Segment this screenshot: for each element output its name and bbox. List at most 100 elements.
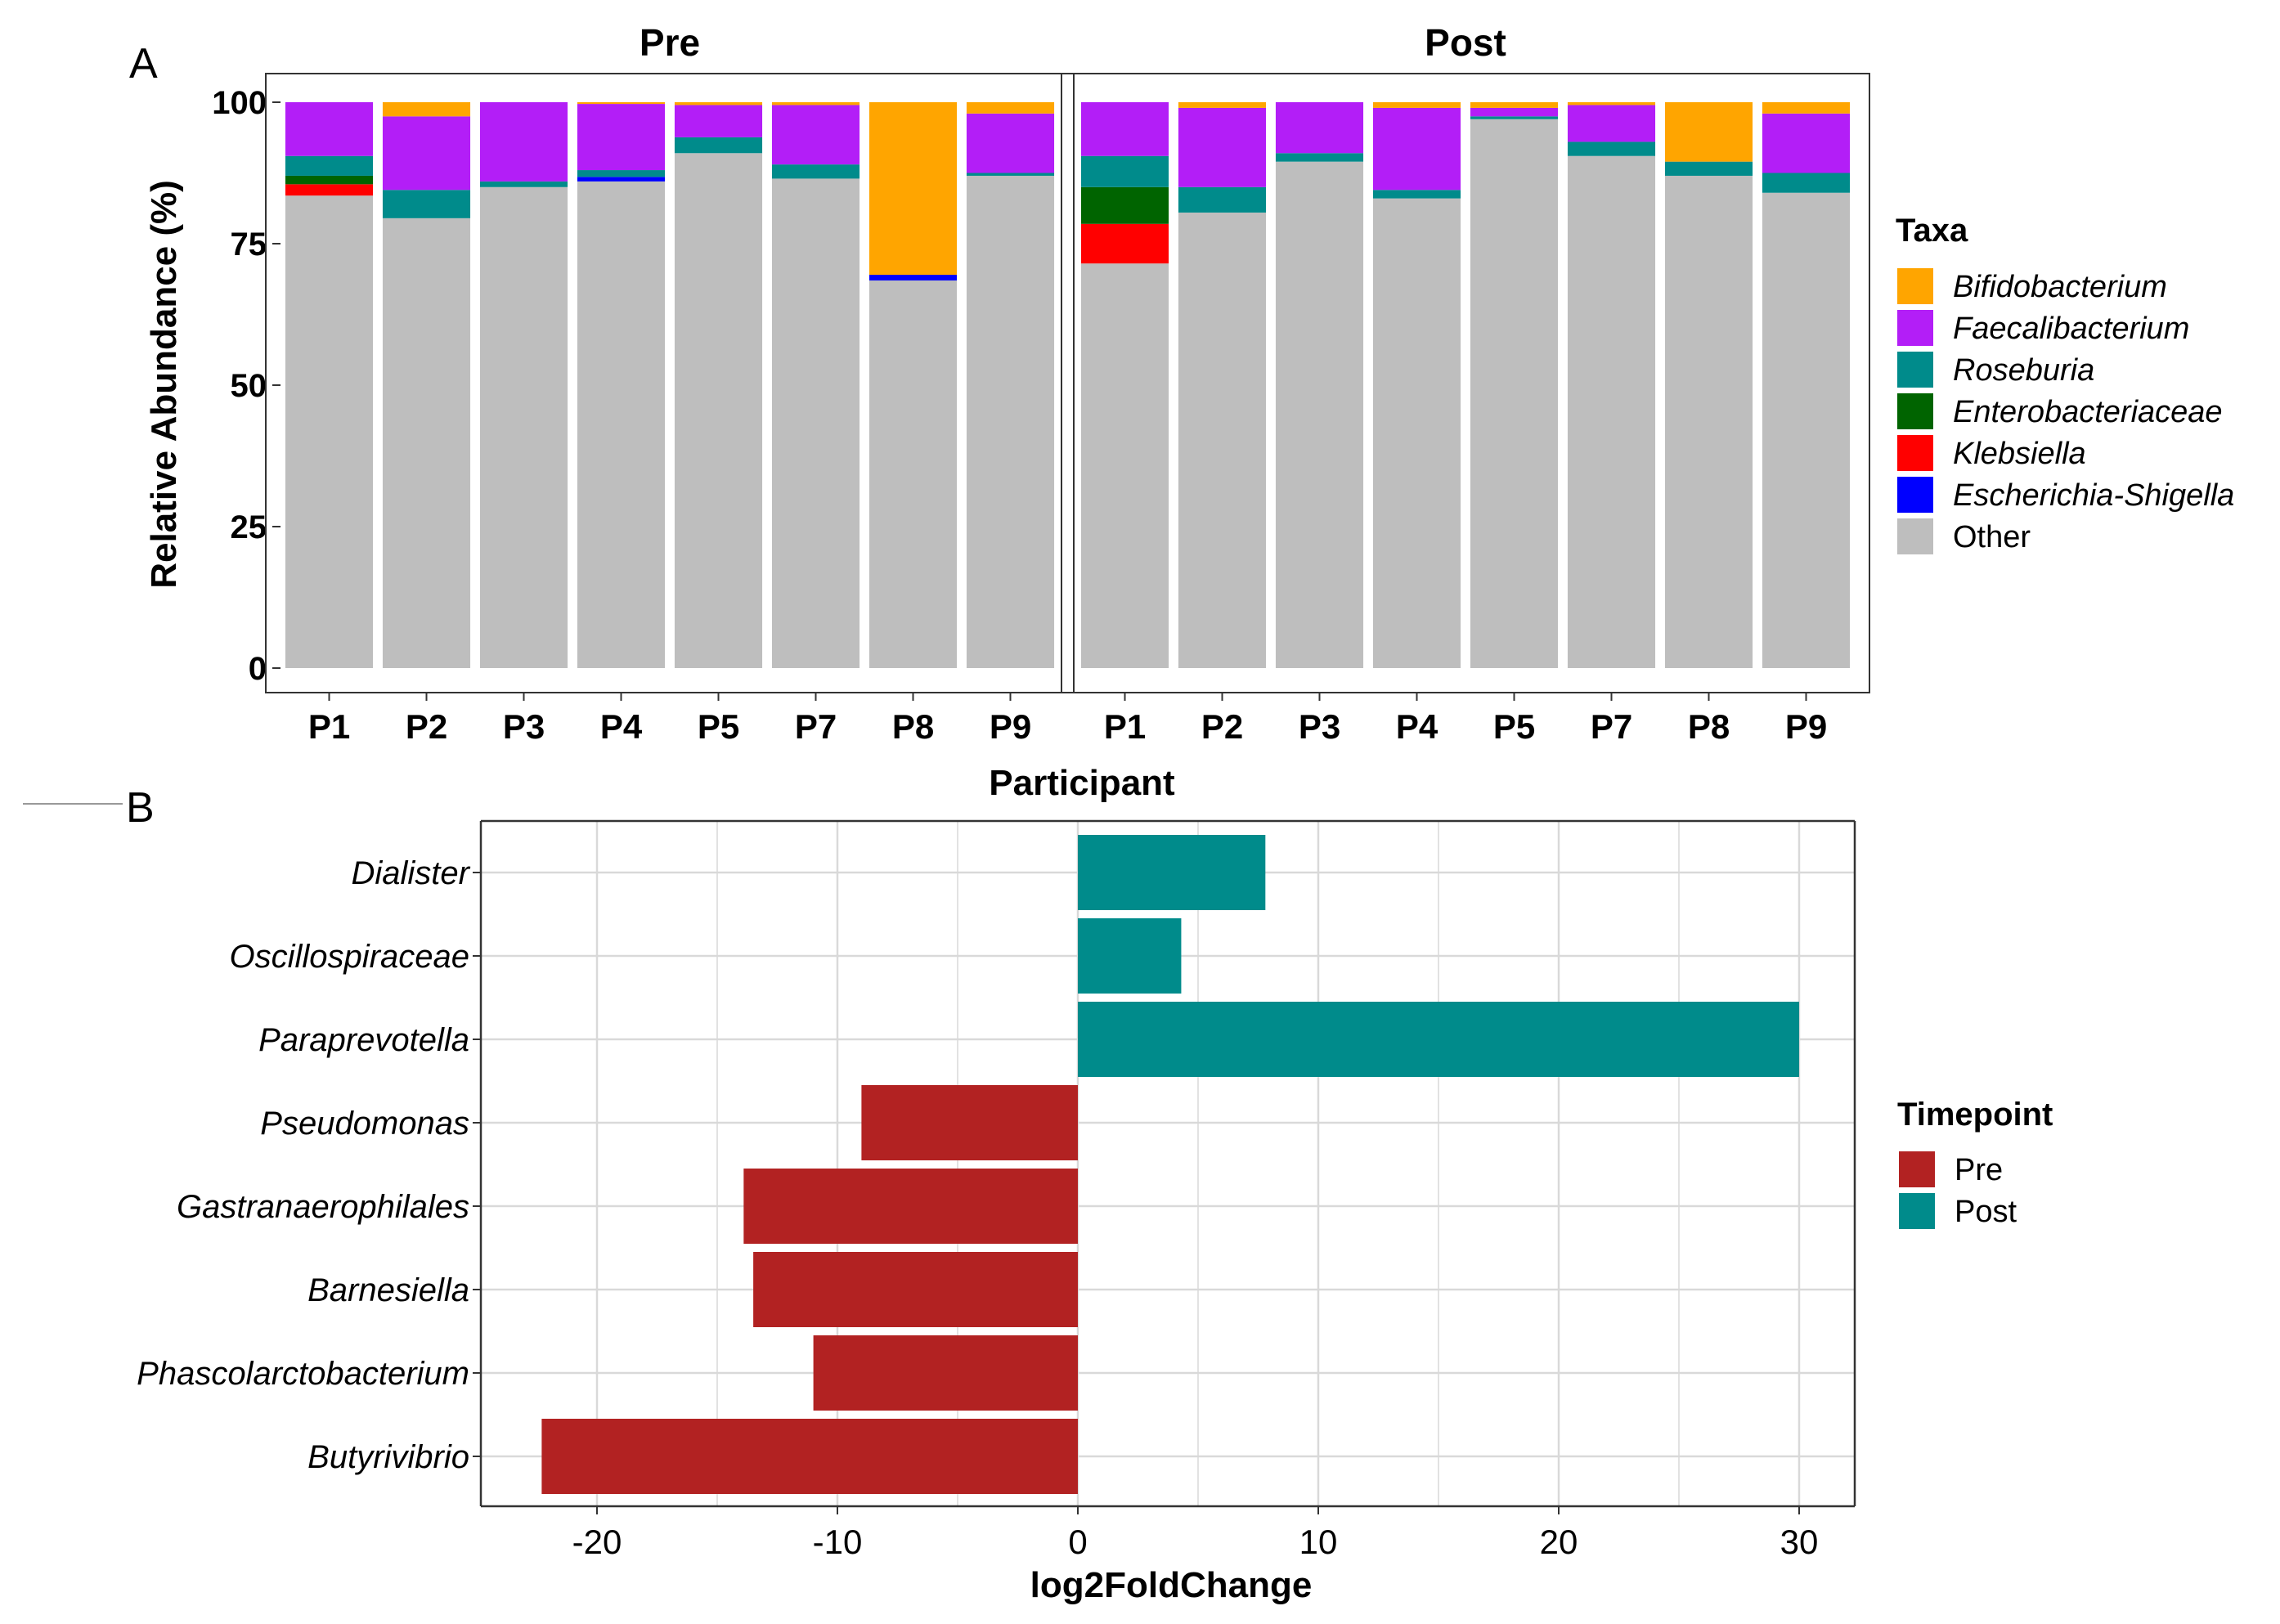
segment-faecalibacterium [577,104,666,171]
segment-faecalibacterium [966,113,1055,173]
panel-b-fold-change: Dialister Oscillospiraceae Paraprevotella P… [137,819,2053,1605]
segment-other [382,218,471,668]
x-tick-label: P8 [1688,707,1730,746]
segment-other [868,280,958,668]
x-tick-label: 20 [1540,1523,1578,1561]
segment-faecalibacterium [382,116,471,191]
x-tick-label: P8 [892,707,934,746]
category-label-phascolarctobacterium: Phascolarctobacterium [137,1356,469,1392]
legend-swatch [1897,310,1933,346]
legend-label: Faecalibacterium [1953,312,2189,346]
x-tick-label: 0 [1068,1523,1087,1561]
segment-other [1178,212,1267,668]
bar-post-p8 [1664,102,1753,668]
segment-bifidobacterium [577,102,666,105]
bar-pre-p1 [285,102,374,668]
segment-other [966,175,1055,668]
legend-label: Post [1955,1195,2017,1229]
panel-b-gridlines [479,819,1856,1508]
segment-faecalibacterium [1762,113,1851,173]
segment-roseburia [966,173,1055,176]
segment-other [1762,192,1851,669]
bar-pre-p8 [868,102,958,668]
x-tick-label: P9 [1785,707,1827,746]
legend-item-enterobacteriaceae: Enterobacteriaceae [1897,393,2223,429]
legend-label: Roseburia [1953,353,2094,388]
category-label-oscillospiraceae: Oscillospiraceae [230,939,469,975]
bar-post-p7 [1567,102,1656,669]
x-tick-label: P9 [990,707,1031,746]
segment-bifidobacterium [966,102,1055,114]
legend-title: Taxa [1896,213,1968,249]
y-tick-label: 50 [231,368,267,404]
category-label-paraprevotella: Paraprevotella [258,1022,469,1058]
x-tick-label: P5 [1493,707,1535,746]
taxa-legend: Taxa Bifidobacterium Faecalibacterium Roseb… [1896,213,2234,554]
x-tick-label: P4 [600,707,643,746]
bar-phascolarctobacterium [813,1335,1078,1411]
legend-label: Klebsiella [1953,437,2086,471]
panel-a-label: A [129,40,158,87]
legend-label: Bifidobacterium [1953,270,2167,304]
bar-post-p4 [1372,102,1461,668]
legend-item-other: Other [1897,518,2031,554]
panel-b-category-labels: Dialister Oscillospiraceae Paraprevotella P… [137,855,481,1475]
segment-roseburia [1178,186,1267,213]
bar-post-p3 [1275,102,1364,668]
segment-bifidobacterium [1567,102,1656,105]
legend-swatch [1897,393,1933,429]
bar-paraprevotella [1078,1002,1799,1077]
x-tick-label: P7 [1591,707,1632,746]
segment-escherichia-shigella [577,177,666,182]
segment-other [1275,161,1364,668]
segment-bifidobacterium [1470,102,1559,108]
legend-swatch [1897,435,1933,471]
segment-other [285,195,374,668]
segment-faecalibacterium [771,105,860,165]
x-tick-label: 30 [1780,1523,1819,1561]
segment-faecalibacterium [479,102,568,182]
segment-klebsiella [1080,223,1169,264]
segment-faecalibacterium [1275,102,1364,154]
legend-swatch [1899,1193,1935,1229]
x-tick-label: -20 [572,1523,622,1561]
facet-border [265,73,1075,693]
segment-klebsiella [285,184,374,196]
legend-item-pre: Pre [1899,1151,2003,1187]
segment-bifidobacterium [1372,102,1461,108]
segment-bifidobacterium [1664,102,1753,162]
legend-swatch [1897,352,1933,388]
legend-swatch [1899,1151,1935,1187]
legend-swatch [1897,518,1933,554]
segment-roseburia [1275,153,1364,162]
panel-a-y-axis-title: Relative Abundance (%) [144,180,184,589]
bar-dialister [1078,835,1266,910]
legend-label: Pre [1955,1153,2003,1187]
segment-bifidobacterium [674,102,763,105]
legend-item-escherichia-shigella: Escherichia-Shigella [1897,477,2234,513]
bar-pre-p4 [577,102,666,668]
panel-b-bars [541,835,1799,1494]
bar-post-p9 [1762,102,1851,669]
x-tick-label: -10 [813,1523,863,1561]
facet-title: Post [1425,21,1506,64]
category-label-dialister: Dialister [352,855,471,891]
segment-roseburia [674,137,763,154]
legend-title: Timepoint [1897,1097,2053,1133]
segment-other [771,178,860,669]
segment-roseburia [1470,116,1559,119]
segment-faecalibacterium [1080,102,1169,156]
legend-label: Other [1953,520,2031,554]
legend-item-roseburia: Roseburia [1897,352,2094,388]
segment-roseburia [1567,141,1656,156]
facet-border [1061,73,1870,693]
segment-roseburia [285,155,374,176]
segment-other [479,186,568,669]
x-tick-label: P4 [1396,707,1438,746]
legend-swatch [1897,477,1933,513]
bar-post-p2 [1178,102,1267,668]
legend-label: Escherichia-Shigella [1953,478,2234,513]
bar-post-p1 [1080,102,1169,668]
